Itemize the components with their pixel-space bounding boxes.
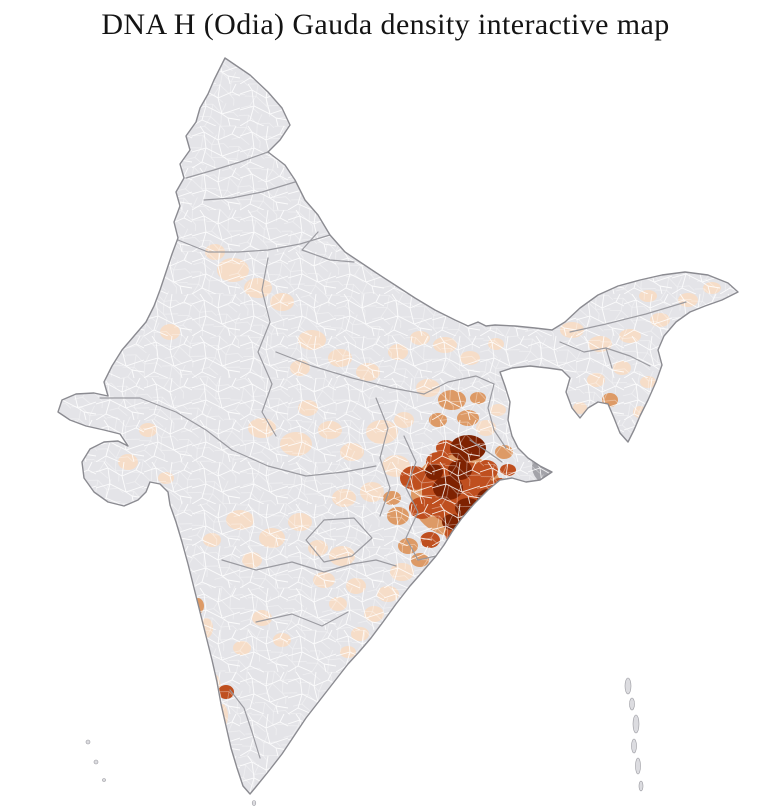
state-boundaries (99, 151, 687, 759)
district-region[interactable] (461, 538, 479, 552)
island[interactable] (629, 697, 635, 711)
island[interactable] (638, 780, 644, 792)
island[interactable] (93, 759, 99, 765)
island[interactable] (631, 738, 637, 754)
islands-lakshadweep[interactable] (85, 739, 257, 806)
island[interactable] (102, 778, 106, 782)
district-region[interactable] (471, 521, 489, 535)
delta-shape (548, 434, 568, 458)
island[interactable] (251, 800, 257, 806)
island[interactable] (624, 677, 632, 695)
islands-andaman[interactable] (624, 677, 644, 792)
island[interactable] (635, 757, 641, 775)
island[interactable] (632, 714, 640, 734)
page-title: DNA H (Odia) Gauda density interactive m… (101, 8, 670, 41)
island[interactable] (85, 739, 91, 745)
district-borders-overlay-2 (58, 58, 738, 794)
